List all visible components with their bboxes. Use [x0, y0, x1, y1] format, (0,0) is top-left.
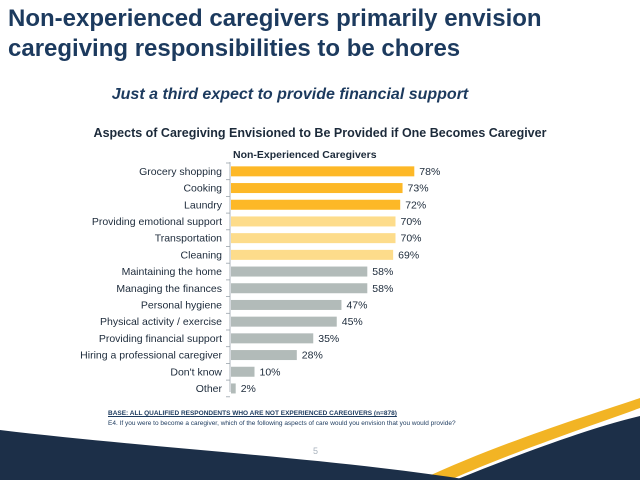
chart-title: Aspects of Caregiving Envisioned to Be P…: [93, 126, 547, 140]
bar-physical-activity-exercise: [231, 316, 337, 327]
category-label: Transportation: [155, 233, 222, 245]
series-label: Non-Experienced Caregivers: [233, 149, 377, 161]
category-label: Cleaning: [181, 249, 223, 261]
data-label: 2%: [241, 383, 256, 395]
bar-maintaining-the-home: [231, 266, 368, 277]
bar-cleaning: [231, 249, 394, 260]
data-label: 70%: [401, 233, 422, 245]
bar-providing-financial-support: [231, 333, 314, 344]
footer-navy-wave: [0, 430, 470, 480]
page-number: 5: [313, 446, 319, 456]
footnote-base: BASE: ALL QUALIFIED RESPONDENTS WHO ARE …: [108, 410, 397, 417]
category-label: Providing financial support: [99, 333, 222, 345]
bar-other: [231, 383, 236, 394]
data-label: 69%: [398, 249, 419, 261]
data-label: 78%: [419, 166, 440, 178]
category-label: Personal hygiene: [141, 299, 222, 311]
bar-laundry: [231, 199, 401, 210]
bar-cooking: [231, 183, 403, 194]
data-label: 58%: [372, 283, 393, 295]
category-label: Physical activity / exercise: [100, 316, 222, 328]
bar-don-t-know: [231, 366, 255, 377]
bar-personal-hygiene: [231, 299, 342, 310]
category-label: Providing emotional support: [92, 216, 222, 228]
category-label: Managing the finances: [116, 283, 222, 295]
footer-band: [0, 398, 640, 480]
data-label: 47%: [346, 299, 367, 311]
page-title: Non-experienced caregivers primarily env…: [8, 5, 542, 62]
data-label: 72%: [405, 199, 426, 211]
category-label: Other: [196, 383, 223, 395]
footer-gold-swoosh: [420, 398, 640, 480]
footer-navy-wave-right: [455, 416, 640, 480]
data-label: 70%: [401, 216, 422, 228]
data-label: 35%: [318, 333, 339, 345]
bar-transportation: [231, 233, 396, 244]
category-label: Don't know: [170, 366, 222, 378]
page-subtitle: Just a third expect to provide financial…: [111, 86, 469, 103]
category-label: Hiring a professional caregiver: [80, 350, 222, 362]
data-label: 45%: [342, 316, 363, 328]
bar-providing-emotional-support: [231, 216, 396, 227]
category-label: Laundry: [184, 199, 223, 211]
bar-grocery-shopping: [231, 166, 415, 177]
bar-chart: Non-Experienced Caregivers Grocery shopp…: [80, 149, 440, 398]
category-label: Grocery shopping: [139, 166, 222, 178]
category-label: Maintaining the home: [122, 266, 223, 278]
bar-hiring-a-professional-caregiver: [231, 350, 297, 361]
category-label: Cooking: [183, 183, 222, 195]
data-label: 10%: [260, 366, 281, 378]
bar-managing-the-finances: [231, 283, 368, 294]
data-label: 28%: [302, 350, 323, 362]
footnote-question: E4. If you were to become a caregiver, w…: [108, 420, 456, 427]
data-label: 58%: [372, 266, 393, 278]
data-label: 73%: [408, 183, 429, 195]
